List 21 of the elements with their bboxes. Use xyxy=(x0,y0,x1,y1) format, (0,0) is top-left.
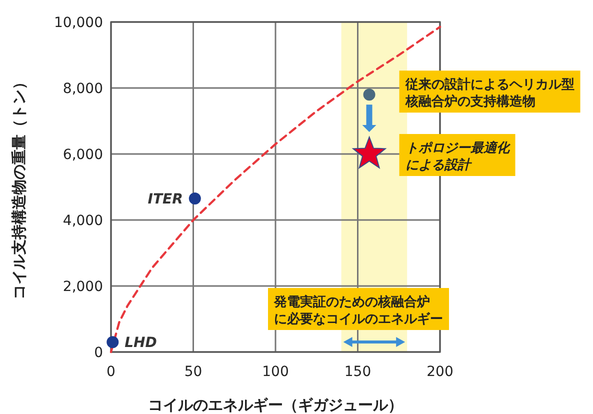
x-tick-label: 200 xyxy=(426,364,454,380)
y-tick-label: 2,000 xyxy=(62,279,103,295)
annotation: トポロジー最適化による設計 xyxy=(399,134,516,176)
series-label: LHD xyxy=(124,335,157,352)
annotation: 発電実証のための核融合炉に必要なコイルのエネルギー xyxy=(268,288,449,330)
y-tick-label: 0 xyxy=(94,345,103,361)
annotation: 従来の設計によるヘリカル型核融合炉の支持構造物 xyxy=(399,70,580,113)
y-tick-label: 6,000 xyxy=(62,147,103,163)
y-tick-label: 4,000 xyxy=(62,213,103,229)
x-tick-label: 100 xyxy=(262,364,289,380)
series-label: ITER xyxy=(148,192,183,208)
annotation: 発電実証のための核融合炉に必要なコイルのエネルギー xyxy=(273,294,443,327)
y-axis-title: コイル支持構造物の重量（トン） xyxy=(10,74,28,300)
annotation: トポロジー最適化による設計 xyxy=(405,140,512,173)
annotation: 従来の設計によるヘリカル型核融合炉の支持構造物 xyxy=(404,76,574,110)
x-tick-label: 50 xyxy=(184,364,202,380)
x-tick-label: 0 xyxy=(106,364,116,380)
y-tick-label: 8,000 xyxy=(62,81,103,97)
y-tick-label: 10,000 xyxy=(54,15,103,31)
x-tick-label: 150 xyxy=(344,364,372,380)
x-axis-title: コイルのエネルギー（ギガジュール） xyxy=(148,396,403,414)
